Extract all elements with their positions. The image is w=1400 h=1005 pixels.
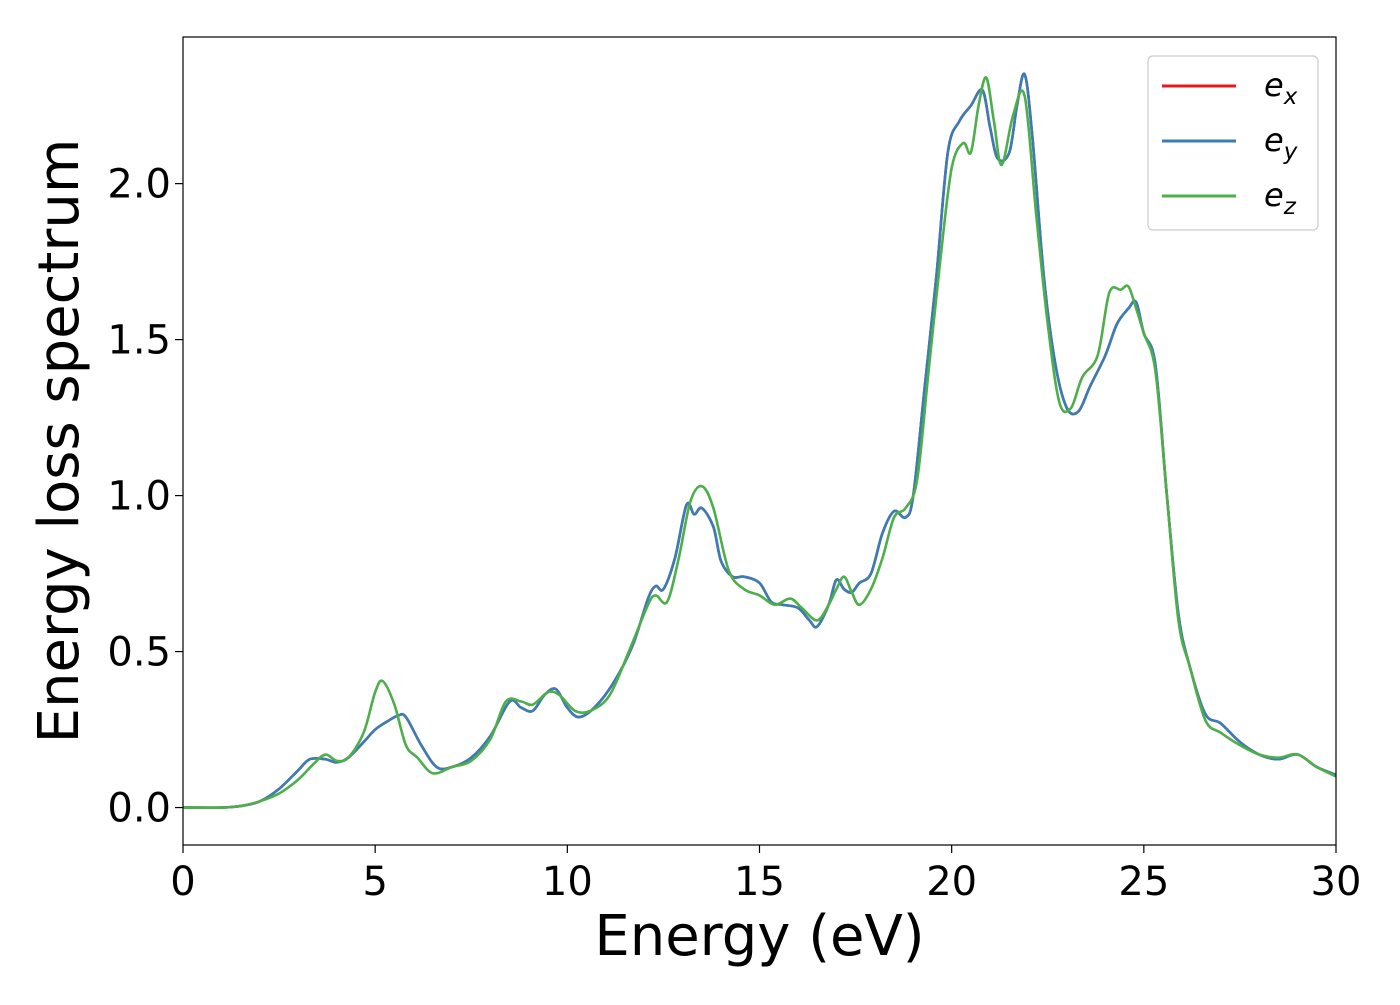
legend-label-z: ez bbox=[1264, 176, 1297, 220]
y-tick-label: 0.5 bbox=[107, 630, 171, 676]
x-tick-label: 25 bbox=[1118, 859, 1169, 905]
y-tick-label: 1.5 bbox=[107, 318, 171, 364]
legend-label-y: ey bbox=[1264, 121, 1298, 165]
y-axis-label: Energy loss spectrum bbox=[27, 139, 92, 744]
legend-label-x: ex bbox=[1264, 66, 1298, 110]
x-tick-label: 5 bbox=[362, 859, 387, 905]
y-tick-label: 1.0 bbox=[107, 474, 171, 520]
y-tick-label: 0.0 bbox=[107, 786, 171, 832]
y-axis: 0.0 0.5 1.0 1.5 2.0 bbox=[107, 162, 183, 832]
y-tick-label: 2.0 bbox=[107, 162, 171, 208]
x-axis-label: Energy (eV) bbox=[594, 904, 924, 969]
legend: ex ey ez bbox=[1147, 55, 1319, 231]
x-tick-label: 30 bbox=[1311, 859, 1362, 905]
x-tick-label: 20 bbox=[926, 859, 977, 905]
x-tick-label: 15 bbox=[734, 859, 785, 905]
x-tick-label: 10 bbox=[542, 859, 593, 905]
series-line-y bbox=[182, 72, 1337, 809]
series-line-z bbox=[182, 76, 1337, 809]
x-axis: 0 5 10 15 20 25 30 bbox=[170, 845, 1361, 905]
series-layer bbox=[182, 72, 1337, 809]
legend-box bbox=[1147, 55, 1319, 231]
x-tick-label: 0 bbox=[170, 859, 195, 905]
